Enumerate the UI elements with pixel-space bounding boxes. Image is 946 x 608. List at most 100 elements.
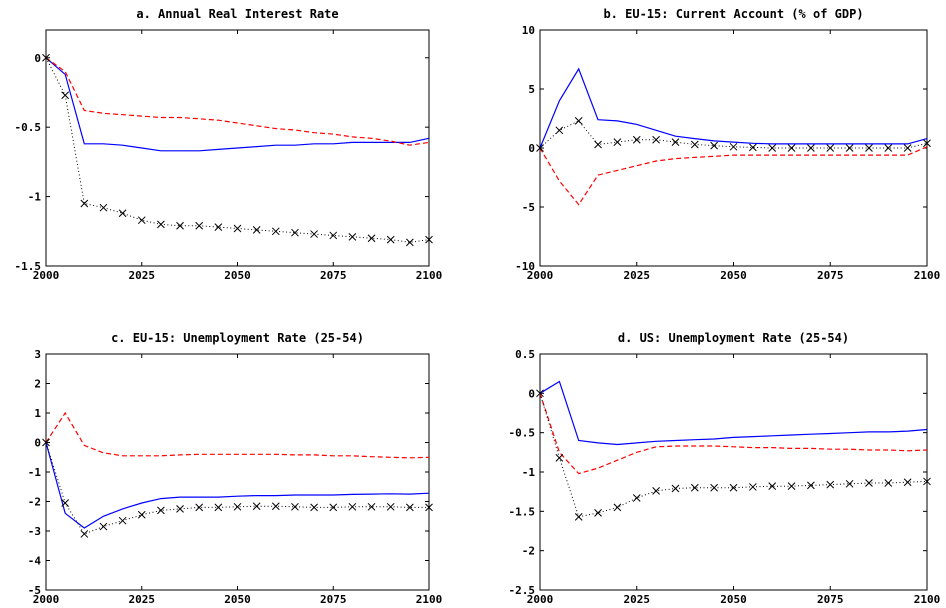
data-point-marker	[157, 506, 165, 515]
chart-panel-1: a. Annual Real Interest Rate 2000 2025 2050…	[15, 7, 443, 282]
data-point-marker	[768, 144, 777, 152]
data-point-marker	[425, 235, 433, 244]
data-point-marker	[884, 144, 893, 152]
data-point-marker	[787, 144, 796, 152]
data-point-marker	[671, 484, 680, 493]
data-point-marker	[291, 228, 299, 237]
x-tick-label: 2000	[33, 269, 60, 282]
data-point-marker	[826, 480, 835, 489]
data-point-marker	[195, 221, 204, 230]
data-point-marker	[729, 142, 738, 151]
data-point-marker	[807, 481, 815, 490]
plot-frame	[45, 353, 430, 591]
data-point-marker	[845, 479, 854, 488]
data-point-marker	[233, 502, 242, 511]
x-tick-label: 2050	[720, 593, 747, 606]
data-point-marker	[845, 144, 854, 152]
data-point-marker	[787, 482, 796, 491]
data-point-marker	[748, 143, 757, 152]
y-tick-label: 0	[34, 437, 41, 450]
data-point-marker	[574, 117, 583, 125]
data-point-marker	[176, 505, 184, 513]
data-point-marker	[157, 220, 165, 229]
data-point-marker	[555, 126, 564, 135]
data-point-marker	[271, 502, 280, 511]
data-point-marker	[425, 503, 433, 512]
x-tick-label: 2025	[624, 269, 651, 282]
x-tick-label: 2100	[914, 269, 941, 282]
x-tick-label: 2100	[914, 593, 941, 606]
data-point-marker	[748, 483, 757, 491]
y-tick-label: 0	[34, 52, 41, 65]
data-point-marker	[310, 503, 318, 512]
data-point-marker	[884, 479, 893, 487]
data-point-marker	[329, 231, 338, 240]
data-point-marker	[405, 238, 414, 247]
data-point-marker	[594, 140, 602, 149]
series-line-solid	[539, 67, 928, 149]
x-tick-label: 2050	[720, 269, 747, 282]
series-line-dashed	[539, 393, 928, 475]
x-tick-label: 2075	[817, 593, 844, 606]
chart-title: d. US: Unemployment Rate (25-54)	[618, 331, 849, 345]
data-point-marker	[310, 230, 318, 238]
series-line-dotted	[539, 393, 928, 518]
series-line-solid	[45, 442, 430, 529]
data-point-marker	[42, 438, 50, 447]
x-tick-label: 2050	[224, 593, 251, 606]
data-point-marker	[710, 141, 719, 150]
y-tick-label: 10	[522, 24, 535, 37]
data-point-marker	[252, 502, 261, 511]
y-tick-label: -0.5	[15, 121, 42, 134]
data-point-marker	[386, 502, 395, 511]
data-point-marker	[214, 503, 223, 512]
data-point-marker	[61, 499, 70, 507]
data-point-marker	[252, 226, 261, 234]
data-point-marker	[536, 144, 544, 152]
series-line-dotted	[45, 57, 430, 243]
data-point-marker	[271, 227, 280, 236]
data-point-marker	[923, 139, 931, 148]
data-point-marker	[826, 144, 835, 152]
chart-panel-2: b. EU-15: Current Account (% of GDP) 2000…	[515, 7, 940, 282]
y-tick-label: 0	[528, 142, 535, 155]
data-point-marker	[291, 502, 299, 511]
series-line-dashed	[539, 146, 928, 206]
data-point-marker	[671, 138, 680, 146]
x-tick-label: 2075	[320, 269, 347, 282]
y-tick-label: -0.5	[509, 427, 536, 440]
data-point-marker	[195, 503, 204, 512]
y-tick-label: -10	[515, 260, 535, 273]
data-point-marker	[233, 224, 242, 233]
x-tick-label: 2050	[224, 269, 251, 282]
data-point-marker	[61, 91, 70, 100]
data-point-marker	[710, 483, 719, 492]
chart-title: c. EU-15: Unemployment Rate (25-54)	[111, 331, 364, 345]
data-point-marker	[632, 494, 641, 502]
y-tick-label: -1.5	[15, 260, 42, 273]
y-tick-label: -1.5	[509, 505, 536, 518]
y-tick-label: 1	[34, 407, 41, 420]
y-tick-label: -1	[28, 191, 42, 204]
y-tick-label: 3	[34, 348, 41, 361]
data-point-marker	[690, 140, 699, 149]
x-tick-label: 2000	[527, 269, 554, 282]
data-point-marker	[176, 221, 184, 230]
y-tick-label: -4	[28, 555, 42, 568]
data-point-marker	[690, 483, 699, 492]
data-point-marker	[865, 479, 873, 487]
series-line-solid	[45, 57, 430, 152]
data-point-marker	[536, 389, 544, 398]
data-point-marker	[729, 483, 738, 492]
data-point-marker	[348, 502, 357, 511]
data-point-marker	[865, 144, 873, 152]
data-point-marker	[632, 135, 641, 144]
y-tick-label: -5	[522, 201, 535, 214]
y-tick-label: -3	[28, 525, 41, 538]
chart-title: b. EU-15: Current Account (% of GDP)	[603, 7, 863, 21]
data-point-marker	[99, 203, 108, 212]
data-point-marker	[574, 512, 583, 521]
data-point-marker	[923, 477, 931, 486]
x-tick-label: 2025	[129, 269, 156, 282]
